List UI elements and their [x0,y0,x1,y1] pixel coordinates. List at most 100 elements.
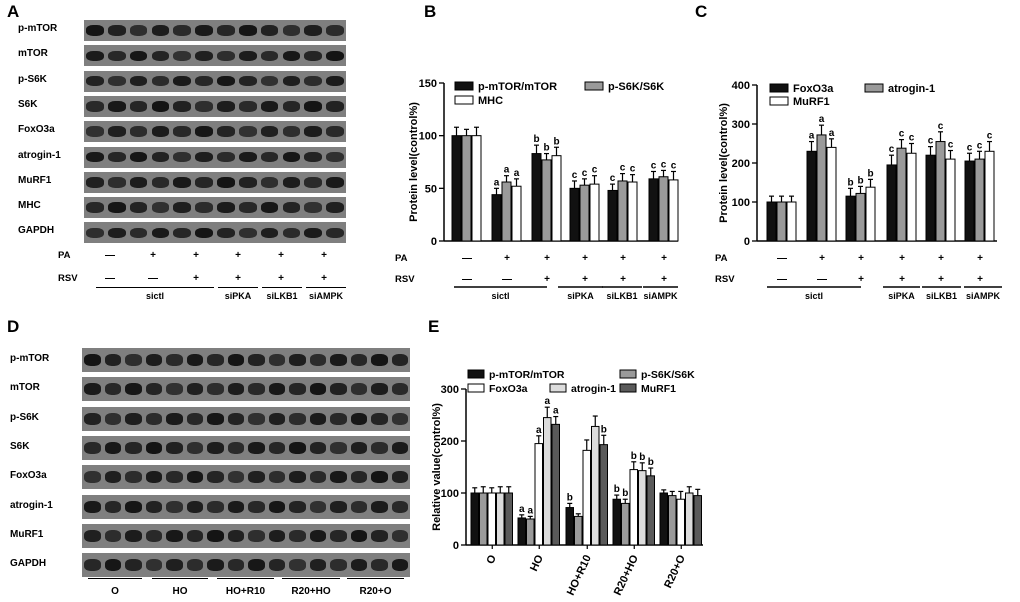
blot-band [350,412,367,425]
group-line [217,578,274,580]
blot-band [186,383,203,396]
group-line [262,287,302,289]
blot-band [238,151,257,163]
x-tick-label: R20+HO [612,553,641,598]
blot-band [371,471,388,484]
group-label: HO [172,586,188,597]
legend-label: MuRF1 [793,96,830,108]
blot-band [248,441,265,454]
blot-band [304,25,323,36]
significance-letter: c [928,136,934,147]
bar [451,135,462,242]
blot-band [86,126,104,137]
y-tick-label: 0 [431,236,437,248]
legend-label: p-mTOR/mTOR [478,81,557,93]
bar [806,150,817,242]
blot-band [104,383,121,396]
blot-band [129,151,148,163]
significance-letter: c [938,121,944,132]
bar [816,134,827,242]
significance-letter: c [899,129,905,140]
bar [517,517,526,546]
blot-band [309,529,326,542]
bar [470,492,479,546]
blot-band [260,202,279,213]
blot-band [304,126,323,137]
treatment-sign: — [502,274,512,285]
blot-band [260,227,279,239]
blot-band [260,101,279,112]
group-label: siPKA [224,291,252,301]
blot-band [289,441,306,454]
western-blot-d: p-mTOR mTOR p-S6K S6K FoxO3a atrogin-1 MuRF1 GA… [0,315,420,602]
blot-band [195,75,213,87]
group-label: siAMPK [643,291,678,301]
blot-band [195,50,213,62]
blot-band [173,126,192,137]
treatment-sign: + [278,273,284,284]
blot-band [207,383,224,396]
blot-band [309,441,326,454]
treatment-sign: + [582,274,588,285]
bar [826,146,837,242]
blot-band [260,126,279,137]
significance-letter: b [614,484,620,495]
blot-band [195,126,213,137]
blot-band [248,383,265,396]
treatment-sign: + [193,250,199,261]
bar [491,194,502,242]
blot-band [151,101,170,112]
blot-band [391,412,408,425]
treatment-sign: + [235,273,241,284]
blot-band [166,471,183,484]
blot-band [125,354,142,366]
panel-label-c: C [695,2,708,21]
significance-letter: c [909,133,915,144]
blot-strip [82,465,410,490]
blot-band [107,227,126,239]
blot-band [227,383,244,396]
bar [638,470,647,546]
blot-band [186,412,203,425]
blot-band [86,25,104,36]
blot-band [145,354,162,366]
group-label: siPKA [567,291,594,301]
blot-band [186,441,203,454]
bar [646,475,655,546]
blot-band [350,383,367,396]
blot-band [104,354,121,366]
bar [579,184,590,242]
blot-band [217,75,235,87]
legend-label: MHC [478,95,503,107]
blot-band [350,471,367,484]
bar [599,444,608,546]
blot-band [238,227,257,239]
blot-band [129,227,148,239]
blot-band [304,75,323,87]
treatment-sign: — [777,253,787,264]
legend-label: atrogin-1 [571,383,616,395]
treatment-sign: + [938,253,944,264]
significance-letter: b [601,424,607,435]
blot-band [107,151,126,163]
y-tick-label: 0 [744,236,750,248]
blot-band [125,559,142,572]
legend-label: FoxO3a [793,83,834,95]
blot-band [326,227,344,239]
blot-band [371,412,388,425]
significance-letter: a [514,168,520,179]
bar [855,192,866,242]
significance-letter: c [987,131,993,142]
blot-strip [82,377,410,402]
bar [569,187,580,242]
treatment-label: RSV [395,274,415,285]
significance-letter: c [671,160,677,171]
treatment-sign: + [661,274,667,285]
blot-band [151,25,170,36]
significance-letter: b [847,177,853,188]
blot-strip [82,494,410,519]
blot-band [371,529,388,542]
blot-band [289,383,306,396]
blot-band [151,50,170,62]
blot-band [217,202,235,213]
